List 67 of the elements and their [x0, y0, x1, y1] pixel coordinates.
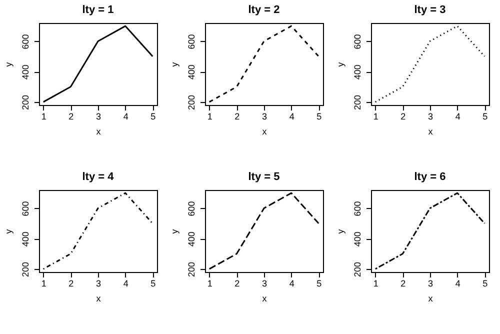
x-axis-title: x — [262, 126, 268, 136]
y-tick-label: 400 — [186, 64, 196, 80]
x-tick-label: 5 — [316, 278, 322, 288]
chart-title: lty = 3 — [414, 4, 446, 16]
x-tick-label: 2 — [68, 278, 74, 288]
y-axis-title: y — [336, 62, 346, 67]
y-axis-title: y — [336, 228, 346, 234]
y-tick-label: 600 — [186, 34, 196, 50]
y-tick-label: 400 — [186, 232, 196, 247]
y-tick-label: 200 — [186, 262, 196, 277]
chart-title: lty = 2 — [248, 4, 280, 16]
y-tick-label: 200 — [352, 94, 362, 110]
y-tick-label: 200 — [352, 262, 362, 277]
x-tick-label: 5 — [316, 112, 322, 122]
x-axis-title: x — [428, 294, 434, 304]
x-tick-label: 3 — [428, 278, 434, 288]
x-tick-label: 5 — [482, 112, 488, 122]
y-tick-label: 400 — [352, 64, 362, 80]
chart-title: lty = 6 — [414, 171, 446, 183]
x-tick-label: 4 — [123, 278, 128, 288]
x-tick-label: 2 — [400, 112, 406, 122]
y-tick-label: 400 — [20, 64, 30, 80]
x-tick-label: 3 — [428, 112, 434, 122]
x-tick-label: 4 — [123, 112, 128, 122]
x-tick-label: 5 — [150, 112, 156, 122]
y-tick-label: 200 — [20, 262, 30, 277]
line-series — [374, 25, 486, 103]
y-tick-label: 200 — [20, 94, 30, 110]
y-axis-title: y — [170, 228, 180, 234]
x-tick-label: 1 — [41, 278, 46, 288]
x-tick-label: 1 — [207, 112, 212, 122]
x-tick-label: 5 — [150, 278, 156, 288]
x-tick-label: 3 — [262, 112, 268, 122]
x-tick-label: 1 — [207, 278, 212, 288]
y-tick-label: 600 — [352, 201, 362, 216]
x-tick-label: 1 — [373, 278, 378, 288]
x-axis-title: x — [262, 294, 268, 304]
x-axis-title: x — [96, 294, 102, 304]
chart-title: lty = 4 — [82, 171, 115, 183]
x-tick-label: 3 — [96, 112, 102, 122]
chart-title: lty = 1 — [82, 4, 114, 16]
y-tick-label: 600 — [20, 34, 30, 50]
x-tick-label: 5 — [482, 278, 488, 288]
x-tick-label: 4 — [455, 278, 460, 288]
y-tick-label: 600 — [186, 201, 196, 216]
x-tick-label: 3 — [96, 278, 102, 288]
x-axis-title: x — [96, 126, 102, 136]
x-tick-label: 4 — [289, 278, 294, 288]
x-tick-label: 3 — [262, 278, 268, 288]
y-axis-title: y — [170, 62, 180, 67]
x-tick-label: 2 — [234, 112, 240, 122]
y-tick-label: 600 — [352, 34, 362, 50]
x-axis-title: x — [428, 126, 434, 136]
x-tick-label: 1 — [373, 112, 378, 122]
y-tick-label: 200 — [186, 94, 196, 110]
y-axis-title: y — [4, 62, 14, 67]
x-tick-label: 2 — [68, 112, 74, 122]
y-axis-title: y — [4, 228, 14, 234]
chart-title: lty = 5 — [248, 171, 280, 183]
y-tick-label: 400 — [352, 232, 362, 247]
x-tick-label: 2 — [234, 278, 240, 288]
x-tick-label: 4 — [289, 112, 294, 122]
x-tick-label: 2 — [400, 278, 406, 288]
y-tick-label: 600 — [20, 201, 30, 216]
x-tick-label: 4 — [455, 112, 460, 122]
x-tick-label: 1 — [41, 112, 46, 122]
y-tick-label: 400 — [20, 232, 30, 247]
